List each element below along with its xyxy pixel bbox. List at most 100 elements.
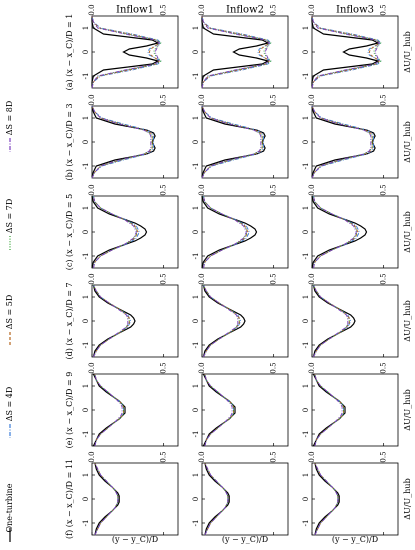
series-line-ds2 [91, 15, 161, 89]
x-tick-label: -1 [302, 431, 310, 438]
y-axis-label: ΔU/U_hub [403, 300, 412, 341]
x-tick-label: 1 [192, 26, 200, 30]
y-tick-label: 0.5 [270, 451, 278, 462]
y-tick-label: 0.0 [88, 362, 96, 373]
x-tick-label: 0 [82, 497, 90, 501]
x-tick-label: 1 [302, 473, 310, 477]
legend-label: ΔS = 8D [5, 101, 14, 136]
y-tick-label: 0.5 [380, 94, 388, 105]
series-line-ds4 [94, 462, 119, 536]
series-line-ds3 [91, 15, 162, 89]
panel-frame [91, 373, 179, 447]
panel-b-col3 [311, 105, 399, 179]
x-tick-label: 0 [302, 140, 310, 144]
y-axis-label: ΔU/U_hub [403, 389, 412, 430]
y-tick-label: 0.0 [198, 4, 206, 15]
x-tick-label: 1 [302, 206, 310, 210]
y-tick-label: 0.0 [308, 362, 316, 373]
panel-label: (e) (x − x_C)/D = 9 [65, 372, 74, 449]
panel-b-col1 [91, 105, 179, 179]
x-tick-label: 1 [192, 384, 200, 388]
panel-frame [201, 373, 289, 447]
x-tick-label: 0 [192, 140, 200, 144]
panel-label: (b) (x − x_C)/D = 3 [65, 103, 74, 180]
panel-frame [91, 15, 179, 89]
y-tick-label: 0.0 [88, 94, 96, 105]
panel-d-col3 [311, 284, 399, 358]
y-axis-label: ΔU/U_hub [403, 31, 412, 72]
column-title: Inflow2 [226, 5, 264, 16]
y-tick-label: 0.0 [308, 184, 316, 195]
y-tick-label: 0.5 [270, 273, 278, 284]
y-tick-label: 0.5 [380, 451, 388, 462]
x-tick-label: 1 [82, 384, 90, 388]
y-tick-label: 0.5 [380, 273, 388, 284]
series-line-ds4 [202, 195, 247, 269]
series-line-one-turbine [202, 373, 236, 447]
panel-frame [311, 195, 399, 269]
x-tick-label: -1 [192, 253, 200, 260]
y-tick-label: 0.0 [88, 451, 96, 462]
series-line-ds1 [312, 195, 360, 269]
series-line-one-turbine [91, 16, 160, 88]
series-line-ds4 [311, 15, 380, 89]
x-tick-label: 0 [82, 230, 90, 234]
x-tick-label: 1 [82, 116, 90, 120]
x-tick-label: -1 [82, 73, 90, 80]
series-line-one-turbine [312, 373, 346, 447]
series-line-ds1 [91, 15, 162, 89]
x-tick-label: 0 [82, 140, 90, 144]
x-tick-label: 0 [192, 408, 200, 412]
column-title: Inflow3 [336, 5, 374, 16]
series-line-ds4 [91, 15, 160, 89]
y-tick-label: 0.5 [160, 362, 168, 373]
y-axis-label: ΔU/U_hub [403, 478, 412, 519]
series-line-ds4 [314, 462, 339, 536]
x-tick-label: 1 [82, 26, 90, 30]
x-tick-label: -1 [302, 163, 310, 170]
series-line-one-turbine [204, 462, 230, 536]
y-axis-label: ΔU/U_hub [403, 121, 412, 162]
panel-a-col1 [91, 15, 179, 89]
panel-a-col3 [311, 15, 399, 89]
y-tick-label: 0.5 [270, 4, 278, 15]
x-tick-label: 1 [82, 473, 90, 477]
series-line-ds1 [311, 15, 382, 89]
series-line-one-turbine [92, 373, 126, 447]
panel-frame [311, 373, 399, 447]
panel-label: (f) (x − x_C)/D = 11 [65, 459, 74, 539]
x-tick-label: 0 [302, 497, 310, 501]
y-tick-label: 0.5 [160, 451, 168, 462]
y-tick-label: 0.0 [308, 451, 316, 462]
x-tick-label: -1 [192, 73, 200, 80]
series-line-ds4 [204, 462, 229, 536]
x-tick-label: 1 [192, 206, 200, 210]
series-line-one-turbine [311, 105, 376, 179]
x-tick-label: 1 [192, 295, 200, 299]
panel-frame [311, 462, 399, 536]
panel-e-col2 [201, 373, 289, 447]
column-title: Inflow1 [116, 5, 154, 16]
series-line-ds4 [312, 195, 357, 269]
panel-f-col1 [91, 462, 179, 536]
series-line-one-turbine [311, 195, 368, 269]
series-line-ds3 [201, 15, 272, 89]
x-tick-label: 1 [82, 206, 90, 210]
series-line-one-turbine [92, 284, 136, 358]
panel-frame [201, 105, 289, 179]
y-tick-label: 0.5 [380, 4, 388, 15]
series-line-one-turbine [201, 16, 270, 88]
y-tick-label: 0.0 [198, 184, 206, 195]
x-tick-label: 0 [302, 408, 310, 412]
panel-e-col1 [91, 373, 179, 447]
y-tick-label: 0.5 [160, 184, 168, 195]
panel-frame [91, 105, 179, 179]
series-line-one-turbine [91, 105, 156, 179]
series-line-one-turbine [312, 284, 356, 358]
x-tick-label: 1 [82, 295, 90, 299]
panel-c-col3 [311, 195, 399, 269]
x-tick-label: -1 [82, 520, 90, 527]
y-tick-label: 0.5 [270, 184, 278, 195]
legend-label: ΔS = 4D [5, 387, 14, 422]
